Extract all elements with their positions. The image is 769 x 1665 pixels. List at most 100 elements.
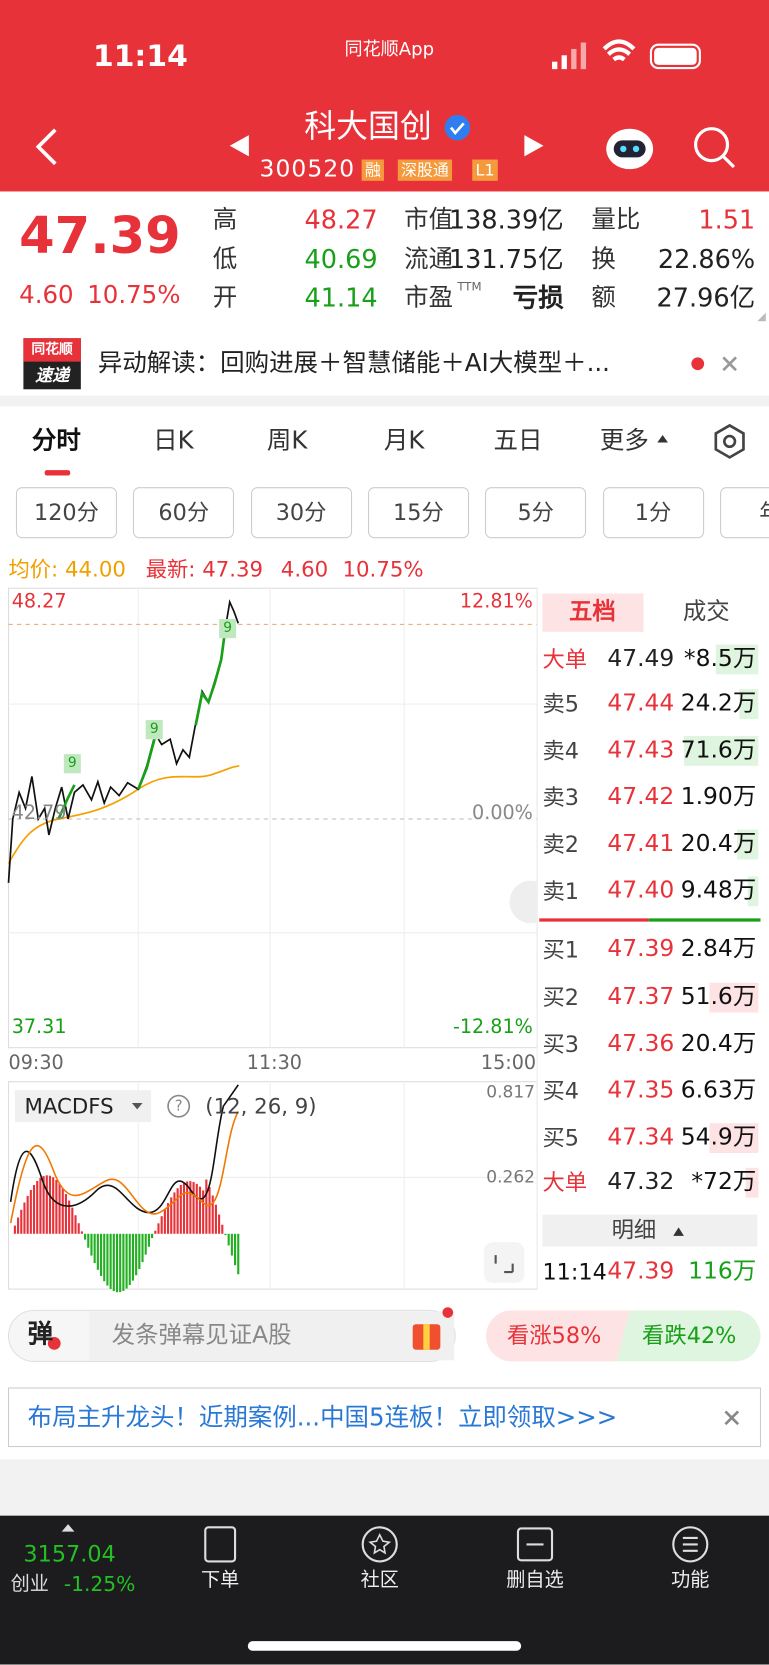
- next-icon[interactable]: [524, 135, 544, 157]
- settings-icon[interactable]: [714, 423, 745, 459]
- tab[interactable]: 更多: [599, 427, 649, 455]
- community-icon[interactable]: [361, 1526, 398, 1563]
- price: 47.39: [19, 206, 181, 266]
- danmu-placeholder[interactable]: 发条弹幕见证A股: [111, 1322, 292, 1349]
- bear-label[interactable]: 看跌42%: [642, 1322, 737, 1349]
- chart-grid: [8, 588, 538, 1048]
- period-button[interactable]: 5分: [485, 487, 587, 539]
- book-volume: 9.48万: [680, 877, 757, 905]
- settings-icon: [722, 434, 737, 449]
- histogram-bar: [211, 1195, 214, 1234]
- tab[interactable]: 五日: [493, 427, 543, 455]
- histogram-bar: [138, 1233, 141, 1270]
- function-icon[interactable]: [672, 1526, 709, 1563]
- danmu-icon: 弹: [27, 1318, 54, 1349]
- period-button[interactable]: 60分: [133, 487, 235, 539]
- histogram-bar: [230, 1233, 233, 1256]
- help-icon[interactable]: [167, 1094, 191, 1118]
- status-time: 11:14: [92, 38, 188, 74]
- prev-icon[interactable]: [229, 135, 249, 157]
- expand-icon[interactable]: [483, 1242, 525, 1283]
- period-button[interactable]: 15分: [367, 487, 469, 539]
- histogram-bar: [48, 1175, 52, 1234]
- book-volume: 1.90万: [680, 783, 757, 811]
- period-button[interactable]: 120分: [15, 487, 117, 539]
- danmu-bubble-dot: [509, 880, 538, 924]
- book-label: 卖5: [542, 690, 580, 717]
- news-dot: [691, 357, 705, 371]
- chart-overlay: 文明用语快速开户亚马逊与O大厂暂: [9, 588, 538, 1047]
- stat-value: 27.96亿: [656, 282, 756, 313]
- news-badge-bottom: 速递: [35, 364, 70, 386]
- news-text[interactable]: 异动解读：回购进展＋智慧储能＋AI大模型＋...: [97, 349, 610, 378]
- order-icon[interactable]: [204, 1526, 237, 1563]
- histogram-bar: [221, 1224, 224, 1234]
- signal-marker: 9: [219, 619, 237, 639]
- tab[interactable]: 日K: [153, 427, 194, 455]
- back-icon[interactable]: [35, 128, 57, 166]
- search-icon[interactable]: [694, 127, 730, 163]
- book-tab[interactable]: 五档: [569, 598, 616, 626]
- histogram-bar: [26, 1195, 29, 1234]
- book-label: 买3: [542, 1031, 580, 1057]
- book-volume: 2.84万: [680, 935, 757, 963]
- stat-value: 40.69: [304, 244, 378, 275]
- bull-button[interactable]: [486, 1310, 630, 1362]
- stock-tag: 融: [361, 159, 384, 181]
- battery: [654, 47, 697, 65]
- bear-button[interactable]: [616, 1310, 761, 1362]
- histogram-bar: [17, 1217, 20, 1234]
- nav-item[interactable]: 删自选: [506, 1568, 564, 1592]
- histogram-bar: [13, 1225, 16, 1234]
- tab[interactable]: 分时: [31, 427, 81, 455]
- period-button[interactable]: 年: [719, 487, 769, 539]
- nav-item[interactable]: 社区: [360, 1568, 399, 1592]
- histogram-bar: [87, 1233, 90, 1248]
- remove-icon[interactable]: [516, 1527, 554, 1562]
- avg-price: 均价: 44.00: [8, 556, 126, 582]
- stock-tag: L1: [472, 159, 498, 181]
- search-icon: [722, 155, 736, 169]
- period-button[interactable]: 30分: [250, 487, 352, 539]
- banner-frame[interactable]: [7, 1387, 762, 1448]
- book-tab[interactable]: 成交: [682, 598, 730, 626]
- trade-volume: 116万: [688, 1258, 757, 1285]
- tab[interactable]: 月K: [383, 427, 425, 455]
- stat-value: 48.27: [304, 205, 378, 236]
- book-price: 47.44: [607, 690, 675, 717]
- change: 4.60: [19, 281, 74, 309]
- y-left-label: 42.79: [11, 801, 67, 825]
- nav-item[interactable]: 功能: [671, 1568, 710, 1592]
- macd-dif: [9, 1084, 239, 1214]
- time-label: 11:30: [246, 1051, 302, 1075]
- stat-value: 亏损: [512, 282, 564, 313]
- more-arrow: [657, 435, 668, 443]
- histogram-bar: [84, 1233, 87, 1240]
- book-price: 47.35: [607, 1077, 675, 1105]
- bull-label[interactable]: 看涨58%: [506, 1322, 602, 1349]
- time-label: 09:30: [8, 1051, 64, 1075]
- y-right-label: 12.81%: [459, 590, 533, 613]
- macd-name[interactable]: MACDFS: [24, 1093, 114, 1119]
- book-volume: 51.6万: [680, 983, 757, 1011]
- home-indicator: [247, 1641, 522, 1651]
- histogram-bar: [195, 1183, 198, 1234]
- nav-item[interactable]: 下单: [201, 1568, 240, 1592]
- close-icon[interactable]: [724, 1410, 740, 1426]
- histogram-bar: [52, 1177, 55, 1234]
- period-button[interactable]: 1分: [602, 487, 704, 539]
- tab[interactable]: 周K: [266, 427, 308, 455]
- banner-text[interactable]: 布局主升龙头！近期案例...中国5连板！立即领取>>>: [27, 1403, 618, 1432]
- detail-bg[interactable]: [542, 1214, 758, 1247]
- close-icon[interactable]: [722, 356, 737, 372]
- book-price: 47.36: [607, 1030, 675, 1058]
- book-price: 47.34: [607, 1124, 675, 1151]
- signal: [580, 42, 587, 70]
- book-label: 买4: [542, 1077, 580, 1104]
- macd-selector[interactable]: [14, 1090, 152, 1123]
- book-volume: 71.6万: [680, 737, 757, 764]
- histogram-bar: [237, 1233, 240, 1275]
- histogram-bar: [166, 1203, 170, 1234]
- detail-label[interactable]: 明细: [611, 1217, 657, 1243]
